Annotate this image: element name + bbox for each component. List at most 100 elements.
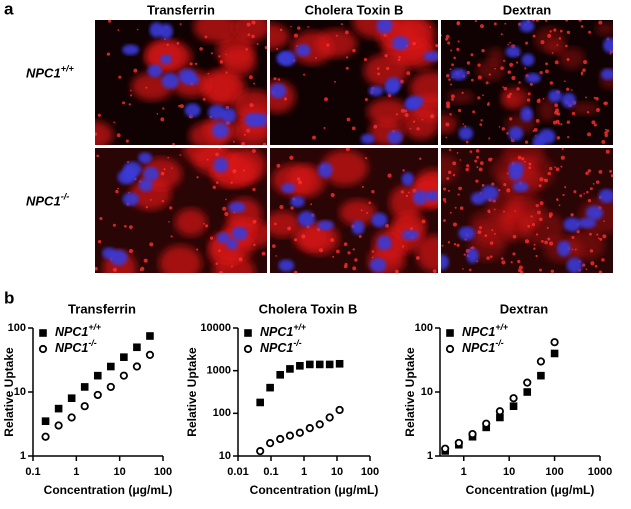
vesicle [549,241,554,246]
cell-body [339,199,377,226]
vesicle [301,234,306,239]
vesicle [524,239,530,244]
vesicle [521,157,525,161]
vesicle [457,108,462,113]
vesicle [409,227,414,231]
nucleus [360,133,375,144]
vesicle [232,140,235,143]
vesicle [205,224,209,228]
vesicle [476,166,479,169]
vesicle [451,98,454,101]
vesicle [538,98,541,101]
vesicle [404,109,408,113]
x-tick-label: 0.01 [227,466,248,478]
vesicle [454,206,457,209]
vesicle [491,229,494,232]
vesicle [571,236,575,239]
vesicle [400,190,404,194]
nucleus [160,54,173,65]
nucleus [401,172,414,186]
marker-square [67,394,76,403]
vesicle [527,92,531,96]
vesicle [462,123,465,125]
chart-title: Transferrin [68,301,136,316]
vesicle [503,182,507,187]
vesicle [430,114,435,119]
vesicle [494,67,497,70]
vesicle [246,22,251,27]
vesicle [566,30,571,35]
vesicle [535,203,539,208]
vesicle [548,215,552,219]
vesicle [511,75,516,81]
vesicle [133,68,138,73]
marker-square [325,360,334,369]
nucleus [532,134,546,145]
vesicle [565,20,569,22]
vesicle [406,71,411,76]
vesicle [503,86,508,91]
vesicle [149,198,152,201]
vesicle [384,53,388,58]
vesicle [145,86,148,89]
vesicle [445,101,451,106]
vesicle [525,41,529,45]
vesicle [474,20,477,23]
vesicle [170,167,173,169]
vesicle [442,197,447,202]
cell-body [476,60,505,82]
vesicle [354,258,358,262]
vesicle [528,166,532,170]
nucleus [458,226,475,241]
vesicle [585,268,588,271]
vesicle [463,253,466,256]
vesicle [371,190,375,194]
vesicle [485,81,489,85]
vesicle [169,206,173,210]
vesicle [249,103,254,108]
vesicle [558,37,562,40]
legend-marker [244,329,252,337]
vesicle [565,44,568,48]
vesicle [276,163,281,168]
marker-circle [305,424,314,433]
vesicle [445,136,448,139]
vesicle [504,22,507,25]
vesicle [290,25,292,28]
vesicle [539,177,544,182]
vesicle [587,198,592,203]
vesicle [452,173,456,177]
vesicle [358,234,362,238]
vesicle [493,232,496,235]
vesicle [585,96,587,99]
vesicle [449,112,452,116]
vesicle [551,52,554,54]
vesicle [312,135,316,140]
vesicle [459,159,462,161]
vesicle [604,131,608,135]
marker-circle [315,420,324,429]
panel-label: a [4,0,14,18]
y-axis-label: Relative Uptake [185,347,199,437]
nucleus [143,166,159,181]
nucleus [377,235,392,251]
y-tick-label: 100 [415,322,433,334]
vesicle [518,81,521,84]
vesicle [478,226,483,230]
nucleus [385,77,402,92]
micrograph [270,20,438,145]
vesicle [477,63,481,67]
marker-square [107,362,115,371]
vesicle [479,24,484,29]
vesicle [445,122,450,127]
marker-circle [93,390,102,400]
vesicle [475,179,479,183]
vesicle [343,264,348,269]
vesicle [253,243,256,247]
legend-marker [446,329,454,337]
vesicle [502,86,504,88]
vesicle [564,80,566,83]
marker-circle [276,434,285,444]
vesicle [516,87,520,91]
vesicle [273,77,277,81]
